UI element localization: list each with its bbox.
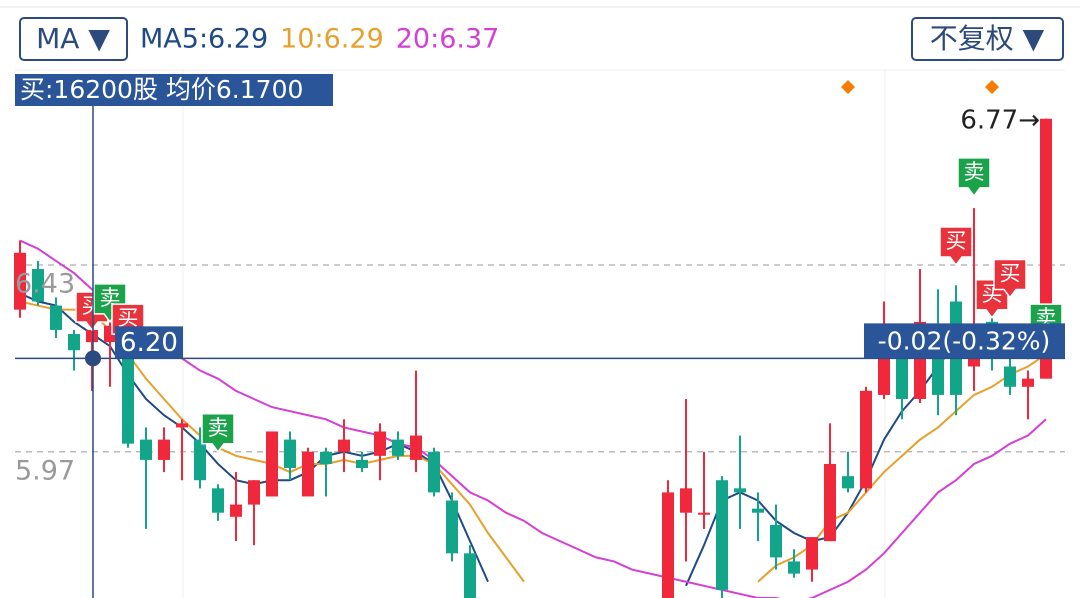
candle-body <box>896 358 908 399</box>
candle-body <box>32 269 44 302</box>
trade-info: 买:16200股 均价6.1700 <box>20 75 303 104</box>
candle-body <box>176 423 188 428</box>
candle-body <box>464 553 476 598</box>
candle-body <box>140 439 152 460</box>
trade-tag <box>939 226 973 267</box>
candle-body <box>392 439 404 456</box>
candle-body <box>752 508 764 513</box>
candle-body <box>212 488 224 513</box>
candle-body <box>734 488 746 493</box>
adjust-menu[interactable] <box>911 17 1064 61</box>
adjust-menu-label[interactable]: 不复权 ▼ <box>930 22 1045 55</box>
crosshair-value-label: 6.20 <box>120 328 178 358</box>
indicator-menu-label[interactable]: MA ▼ <box>36 22 110 55</box>
candle-body <box>230 504 242 517</box>
candle-body <box>662 492 674 598</box>
trade-tag-label: 买 <box>118 306 139 330</box>
candle-body <box>680 488 692 513</box>
trade-tag-label: 卖 <box>964 160 985 184</box>
candle-body <box>860 390 872 489</box>
candle-body <box>806 537 818 570</box>
trade-tag-label: 买 <box>946 229 967 253</box>
candle-body <box>788 561 800 574</box>
candle-body <box>356 459 368 469</box>
candle-body <box>842 476 854 489</box>
candle-body <box>410 435 422 460</box>
candle-body <box>122 346 134 444</box>
y-tick-label: 5.97 <box>15 455 75 486</box>
candle-body <box>86 329 98 343</box>
candle-body <box>824 463 836 542</box>
candle-body <box>428 451 440 493</box>
trade-tag-label: 买 <box>1000 261 1021 285</box>
candle-body <box>1022 378 1034 387</box>
candle-body <box>932 350 944 395</box>
trade-tag <box>957 157 991 198</box>
candle-body <box>266 431 278 497</box>
candle-body <box>194 439 206 481</box>
trade-tag <box>201 413 235 454</box>
candle-body <box>284 439 296 469</box>
candle-body <box>50 305 62 330</box>
candle-body <box>698 512 710 515</box>
change-label: -0.02(-0.32%) <box>878 326 1051 355</box>
legend-entry: 10:6.29 <box>280 24 384 55</box>
candle-body <box>302 451 314 497</box>
trade-info-box <box>15 74 333 106</box>
crosshair-dot <box>85 350 101 367</box>
event-marker <box>841 80 855 94</box>
ma-line <box>19 239 1047 598</box>
crosshair-value-box <box>115 326 183 359</box>
trade-tag <box>993 258 1027 299</box>
max-price-label: 6.77→ <box>960 105 1040 135</box>
candle-body <box>320 451 332 464</box>
candle-body <box>338 439 350 452</box>
candle-body <box>374 431 386 456</box>
event-marker <box>985 80 999 94</box>
change-box <box>864 323 1065 359</box>
candle-body <box>446 500 458 554</box>
candle-body <box>248 480 260 505</box>
legend-entry: 20:6.37 <box>396 24 500 55</box>
candle-body <box>1004 366 1016 387</box>
indicator-menu[interactable] <box>19 17 128 61</box>
candle-body <box>158 439 170 460</box>
candle-body <box>14 252 26 310</box>
legend-entry: MA5:6.29 <box>140 24 268 55</box>
y-tick-label: 6.43 <box>15 268 75 299</box>
candle-body <box>770 524 782 558</box>
candle-body <box>716 480 728 590</box>
candle-body <box>878 350 890 395</box>
trade-tag-label: 卖 <box>208 416 229 440</box>
candle-body <box>68 334 80 351</box>
